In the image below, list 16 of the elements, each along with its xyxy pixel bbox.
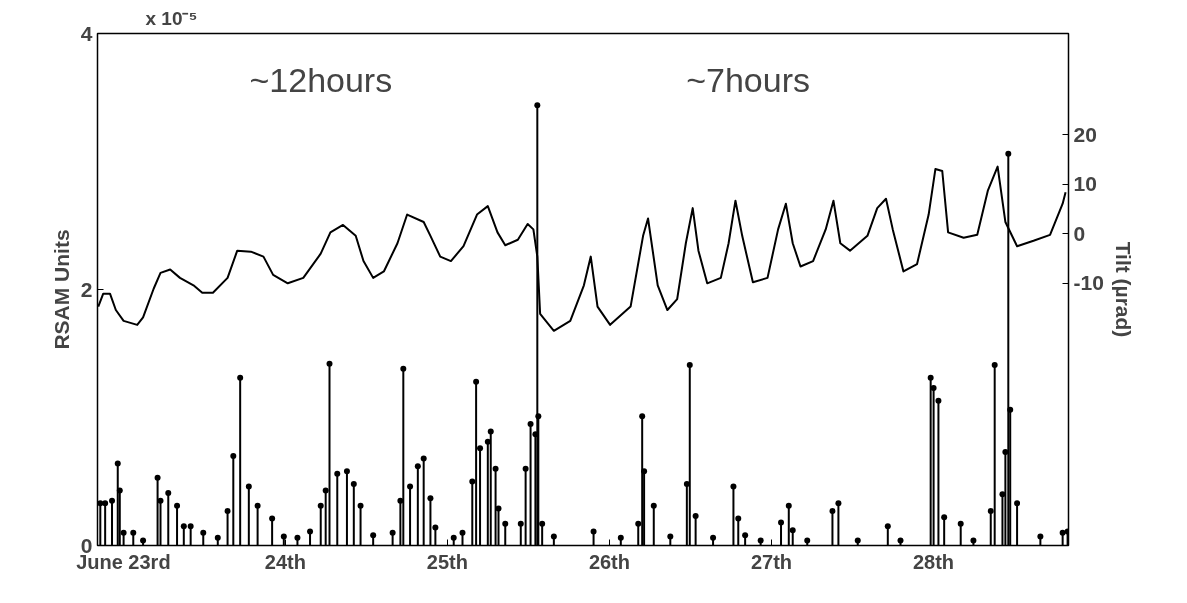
x-tick-label: 24th [264, 550, 306, 573]
y-axis-title: RSAM Units [49, 229, 73, 350]
y-tick-label: 4 [80, 21, 93, 45]
y-tick-label: 2 [80, 277, 93, 301]
text: x 10⁻⁵ [145, 7, 198, 29]
y2-tick-label: 20 [1073, 122, 1097, 146]
y2-tick-label: 10 [1073, 172, 1097, 196]
x-tick-label: 26th [588, 550, 630, 573]
annotation: ~7hours [686, 60, 810, 99]
x-tick-label: 27th [750, 550, 793, 573]
x-tick-label: 28th [912, 550, 955, 573]
annotation: ~12hours [249, 60, 393, 99]
y2-tick-label: -10 [1073, 271, 1104, 295]
y2-tick-label: 0 [1073, 221, 1086, 245]
y2-axis-title: Tilt (µrad) [1111, 241, 1135, 338]
x-tick-label: 25th [426, 550, 468, 573]
